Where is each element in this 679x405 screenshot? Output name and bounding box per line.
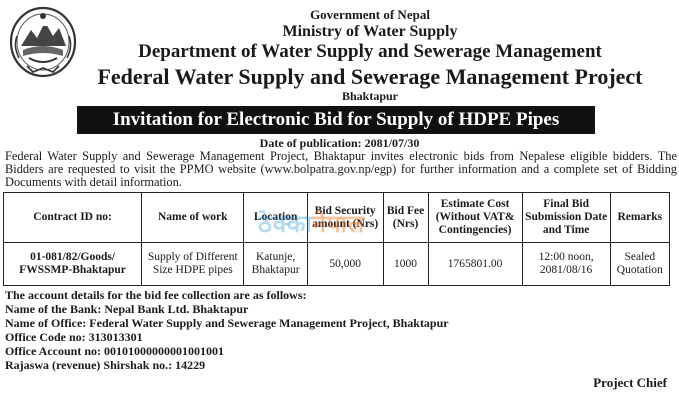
contract-id-line-2: FWSSMP-Bhaktapur <box>19 264 126 276</box>
bank-name: Name of the Bank: Nepal Bank Ltd. Bhakta… <box>5 302 249 316</box>
office-account: Office Account no: 00101000000001001001 <box>5 344 224 358</box>
rajaswa-shirshak: Rajaswa (revenue) Shirshak no.: 14229 <box>5 358 206 372</box>
account-intro: The account details for the bid fee coll… <box>5 288 307 302</box>
table-header-row: Contract ID no: Name of work Location Bi… <box>2 192 671 243</box>
cell-remarks: Sealed Quotation <box>609 242 671 286</box>
department-line: Department of Water Supply and Sewerage … <box>138 41 602 62</box>
cell-final-submission: 12:00 noon, 2081/08/16 <box>521 242 611 286</box>
final-time: 12:00 noon, <box>538 251 594 263</box>
intro-paragraph: Federal Water Supply and Sewerage Manage… <box>5 149 677 189</box>
table-row: 01-081/82/Goods/ FWSSMP-Bhaktapur Supply… <box>2 242 671 286</box>
header-location: Location <box>243 192 308 243</box>
cell-bid-security: 50,000 <box>306 242 384 286</box>
bid-details-table: Contract ID no: Name of work Location Bi… <box>2 192 671 286</box>
header-estimate-cost: Estimate Cost (Without VAT& Contingencie… <box>427 192 523 243</box>
ministry-line: Ministry of Water Supply <box>282 23 458 40</box>
cell-work: Supply of Different Size HDPE pipes <box>141 242 245 286</box>
publication-date: Date of publication: 2081/07/30 <box>259 136 420 150</box>
location-line: Bhaktapur <box>341 89 399 103</box>
header-work: Name of work <box>141 192 245 243</box>
cell-estimate-cost: 1765801.00 <box>427 242 523 286</box>
cell-contract-id: 01-081/82/Goods/ FWSSMP-Bhaktapur <box>2 242 143 286</box>
notice-title-banner: Invitation for Electronic Bid for Supply… <box>77 106 595 134</box>
cell-bid-fee: 1000 <box>382 242 429 286</box>
contract-id-line-1: 01-081/82/Goods/ <box>30 251 116 263</box>
final-date: 2081/08/16 <box>539 264 593 276</box>
header-contract-id: Contract ID no: <box>2 192 143 243</box>
office-code: Office Code no: 313013301 <box>5 330 143 344</box>
cell-location: Katunje, Bhaktapur <box>243 242 308 286</box>
header-bid-fee: Bid Fee (Nrs) <box>382 192 429 243</box>
header-bid-security: Bid Security amount (Nrs) <box>306 192 384 243</box>
header-final-submission: Final Bid Submission Date and Time <box>521 192 611 243</box>
header-remarks: Remarks <box>609 192 671 243</box>
government-line: Government of Nepal <box>310 7 430 22</box>
project-line: Federal Water Supply and Sewerage Manage… <box>97 64 643 89</box>
nepal-emblem-icon <box>9 6 77 78</box>
signature-title: Project Chief <box>593 375 667 390</box>
office-name: Name of Office: Federal Water Supply and… <box>5 316 449 330</box>
